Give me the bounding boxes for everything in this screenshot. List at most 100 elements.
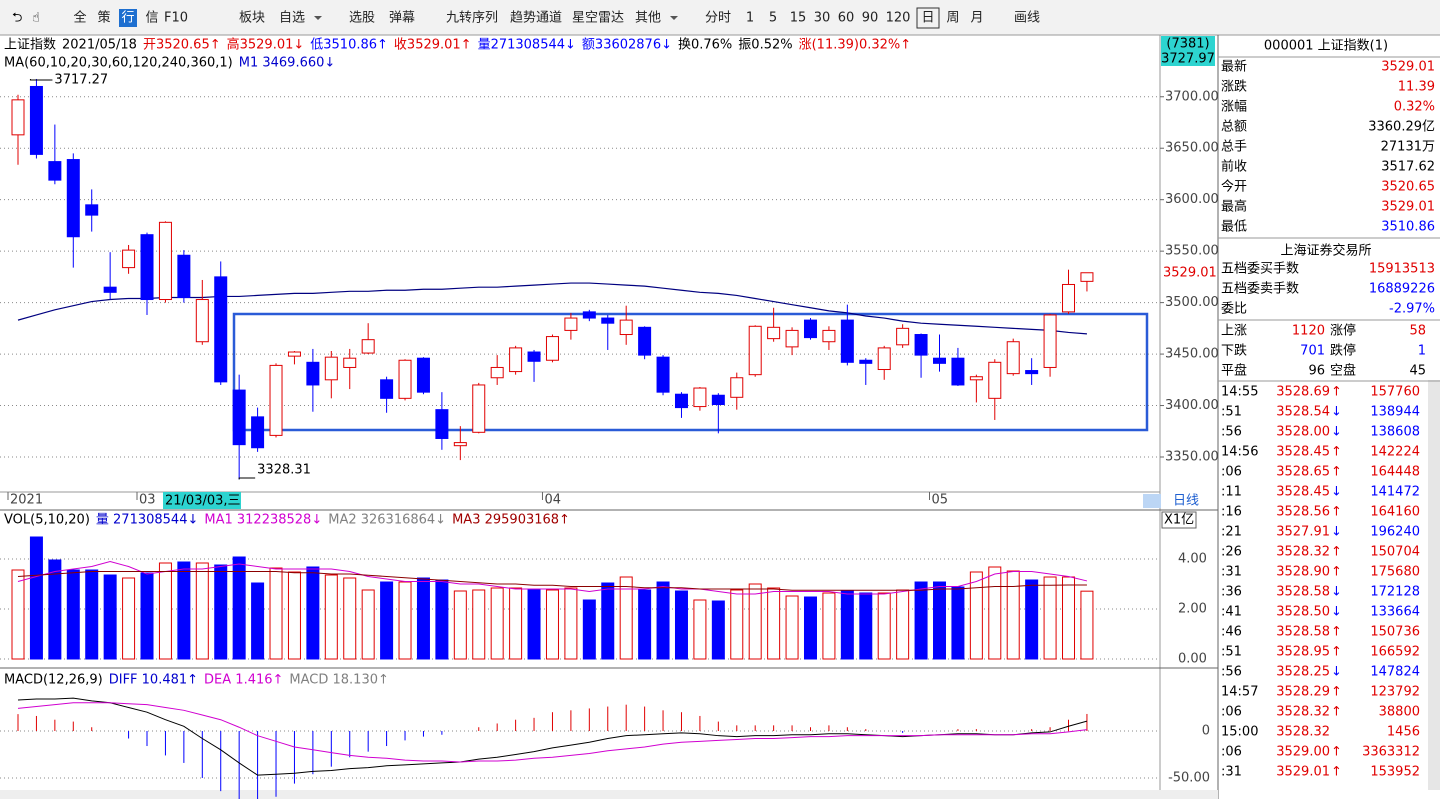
candle-body	[545, 336, 559, 361]
y-tick-label: -50.00	[1168, 770, 1210, 785]
candle-body	[896, 327, 910, 346]
candle-body	[158, 221, 172, 301]
toolbar-item[interactable]: 月	[970, 11, 983, 26]
toolbar-item[interactable]: 星空雷达	[572, 11, 624, 26]
toolbar-item[interactable]: 60	[838, 11, 855, 26]
volume-bar	[988, 566, 1002, 660]
candle-body	[11, 99, 25, 136]
candle-body	[914, 334, 928, 356]
toolbar-item[interactable]: 板块	[239, 11, 265, 26]
toolbar-item[interactable]: 策	[97, 10, 110, 26]
tick-volume: 141472	[1370, 485, 1420, 500]
tick-dir: ↑	[1331, 645, 1342, 660]
toolbar-item[interactable]: 日	[921, 11, 934, 26]
toolbar-item[interactable]: 30	[814, 11, 831, 26]
volume-bar	[711, 600, 725, 660]
volume-bar	[730, 589, 744, 660]
candle-body	[748, 325, 762, 376]
toolbar-item[interactable]: 其他	[635, 11, 661, 26]
tick-time: :11	[1221, 485, 1242, 500]
y-tick-label: 0	[1202, 723, 1210, 738]
volume-bar	[103, 574, 117, 660]
volume-bar	[232, 556, 246, 660]
toolbar-item[interactable]: 趋势通道	[510, 10, 562, 26]
candle-body	[66, 159, 80, 238]
y-tick-label: 3550.00	[1165, 244, 1219, 259]
volume-bar	[11, 569, 25, 660]
breadth-value: 701	[1300, 344, 1325, 359]
period-label[interactable]: 日线	[1173, 494, 1199, 509]
tick-dir: ↑	[1331, 505, 1342, 520]
toolbar-item[interactable]: 1	[746, 11, 754, 26]
toolbar-item[interactable]: 弹幕	[389, 11, 415, 26]
toolbar-item[interactable]: 全	[73, 10, 86, 26]
header-item: DIFF 10.481↑	[109, 673, 198, 688]
volume-bar	[877, 592, 891, 660]
volume-bar	[1043, 576, 1057, 660]
breadth-label: 跌停	[1330, 343, 1356, 359]
header-item: 量 271308544↓	[96, 513, 198, 528]
header-item: 换0.76%	[678, 38, 732, 53]
period-scroll[interactable]	[1143, 494, 1161, 508]
tick-time: 15:00	[1221, 725, 1258, 740]
candle-body	[951, 357, 965, 386]
tick-dir: ↑	[1331, 765, 1342, 780]
tick-time: :41	[1221, 605, 1242, 620]
tick-price: 3529.01	[1276, 765, 1330, 780]
toolbar-item[interactable]: 90	[862, 11, 879, 26]
candle-body	[472, 384, 486, 433]
candle-body	[582, 311, 596, 319]
tick-volume: 138944	[1370, 405, 1420, 420]
header-item: MA(60,10,20,30,60,120,240,360,1)	[4, 56, 233, 71]
toolbar-item[interactable]: 选股	[349, 11, 375, 26]
volume-bar	[306, 566, 320, 660]
toolbar-item[interactable]: 九转序列	[446, 11, 498, 26]
tick-price: 3528.00	[1276, 425, 1330, 440]
candle-body	[527, 351, 541, 362]
volume-bar	[933, 581, 946, 660]
volume-bar	[361, 589, 375, 660]
back-icon[interactable]: ⮌	[12, 11, 22, 26]
tick-price: 3528.95	[1276, 645, 1330, 660]
candle-body	[785, 329, 799, 348]
breadth-label: 上涨	[1221, 324, 1247, 339]
toolbar-item[interactable]: 行	[121, 11, 134, 26]
candle-body	[1062, 283, 1076, 313]
volume-bar	[601, 582, 615, 660]
candle-body	[969, 376, 983, 381]
volume-bar	[509, 587, 523, 660]
volume-bar	[177, 561, 191, 660]
header-item: MA3 295903168↑	[452, 513, 570, 528]
cursor-label-bg	[163, 492, 241, 509]
quote-label: 涨跌	[1221, 79, 1247, 95]
volume-bar	[693, 599, 707, 660]
candle-body	[840, 319, 854, 363]
tick-price: 3528.32	[1276, 725, 1330, 740]
toolbar-item[interactable]: 120	[886, 11, 911, 26]
toolbar-item[interactable]: 自选	[279, 11, 305, 26]
y-tick-label: 3450.00	[1165, 347, 1219, 362]
candle-body	[859, 359, 873, 364]
tick-time: :51	[1221, 405, 1242, 420]
toolbar-item[interactable]: 周	[946, 11, 959, 26]
toolbar-item[interactable]: 15	[790, 11, 807, 26]
quote-value: 0.32%	[1394, 100, 1435, 115]
tick-time: :26	[1221, 545, 1242, 560]
toolbar-item[interactable]: 信	[145, 11, 158, 26]
order-label: 委比	[1221, 302, 1247, 317]
tick-volume: 133664	[1370, 605, 1420, 620]
scrollbar[interactable]	[1428, 380, 1440, 790]
toolbar-item[interactable]: 分时	[705, 11, 731, 26]
candle-body	[287, 351, 301, 357]
header-item: 低3510.86↑	[310, 38, 388, 53]
axis-top-label: 3727.97	[1161, 52, 1215, 67]
hand-icon[interactable]: ☝	[32, 11, 40, 26]
toolbar-item[interactable]: 5	[769, 11, 777, 26]
toolbar-item[interactable]: 画线	[1014, 11, 1040, 26]
quote-label: 最低	[1221, 220, 1247, 235]
y-tick-label: 4.00	[1178, 552, 1207, 567]
header-item: VOL(5,10,20)	[4, 513, 90, 528]
toolbar-item[interactable]: F10	[164, 11, 188, 26]
tick-volume: 150736	[1370, 625, 1420, 640]
tick-dir: ↓	[1331, 585, 1342, 600]
